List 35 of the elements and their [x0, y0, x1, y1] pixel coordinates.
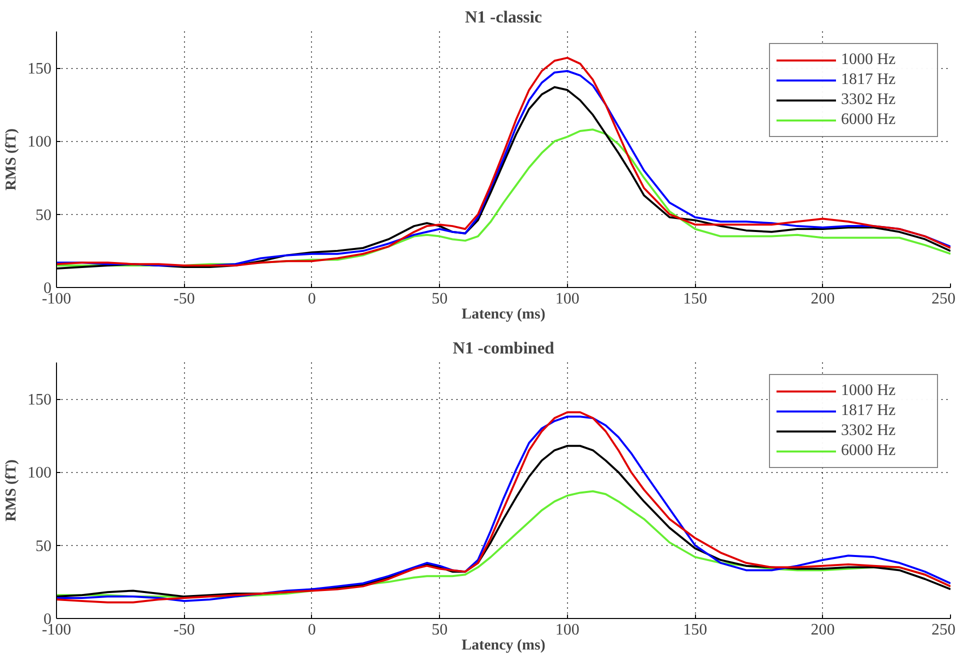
y-tick-label: 150	[28, 60, 52, 78]
legend-label: 6000 Hz	[841, 111, 897, 129]
y-tick-label: 100	[28, 464, 52, 482]
x-tick-label: 200	[810, 622, 835, 638]
x-tick-label: 100	[555, 622, 580, 638]
legend-label: 1817 Hz	[841, 71, 897, 89]
legend-label: 1000 Hz	[841, 382, 897, 400]
y-tick-label: 50	[36, 538, 52, 555]
x-axis-title: Latency (ms)	[462, 638, 546, 654]
x-tick-label: 50	[432, 290, 448, 308]
chart-title: N1 -classic	[465, 8, 542, 26]
x-tick-label: 150	[683, 290, 708, 308]
x-tick-label: 200	[810, 290, 835, 308]
x-tick-label: 0	[308, 290, 316, 308]
legend-label: 1000 Hz	[841, 51, 897, 69]
y-tick-label: 100	[28, 134, 52, 151]
x-tick-label: 250	[932, 290, 956, 308]
x-tick-label: 50	[432, 622, 448, 638]
x-tick-label: 250	[932, 622, 956, 638]
x-tick-label: 150	[683, 622, 708, 638]
x-axis-title: Latency (ms)	[462, 306, 546, 322]
chart-title: N1 -combined	[452, 338, 555, 358]
y-tick-label: 150	[28, 392, 52, 409]
x-tick-label: -50	[174, 290, 195, 308]
y-tick-label: 50	[36, 206, 52, 224]
y-axis-title: RMS (fT)	[4, 128, 20, 191]
legend-label: 3302 Hz	[841, 422, 897, 440]
x-tick-label: 100	[555, 290, 580, 308]
legend-label: 6000 Hz	[841, 442, 897, 460]
x-tick-label: 0	[308, 622, 316, 638]
legend-label: 3302 Hz	[841, 91, 897, 109]
y-axis-title: RMS (fT)	[4, 459, 20, 522]
x-tick-label: -50	[174, 622, 195, 638]
legend-label: 1817 Hz	[841, 402, 897, 420]
line-series	[56, 128, 950, 267]
